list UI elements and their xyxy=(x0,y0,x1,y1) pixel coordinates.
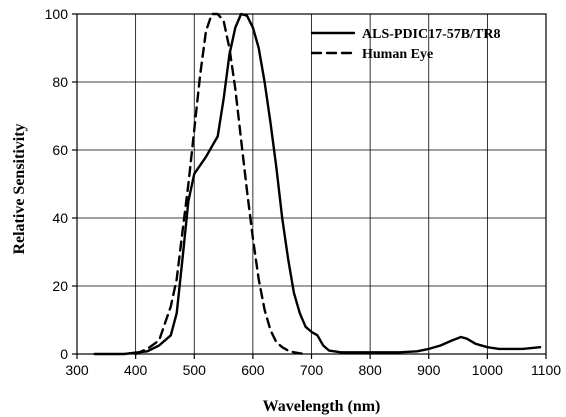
legend-label-human-eye: Human Eye xyxy=(362,47,433,62)
x-tick-label: 600 xyxy=(241,362,265,378)
x-tick-label: 400 xyxy=(124,362,148,378)
x-tick-label: 700 xyxy=(300,362,324,378)
x-tick-label: 1100 xyxy=(531,362,561,378)
y-tick-label: 60 xyxy=(52,142,68,158)
y-tick-label: 40 xyxy=(52,210,68,226)
legend: ALS-PDIC17-57B/TR8 Human Eye xyxy=(310,27,500,62)
y-tick-label: 100 xyxy=(45,6,69,22)
series-lines xyxy=(93,12,542,356)
x-tick-label: 500 xyxy=(183,362,207,378)
grid xyxy=(77,14,546,354)
x-axis-ticks: 300 400 500 600 700 800 900 1000 1100 xyxy=(65,354,561,378)
series-line-human-eye xyxy=(134,12,307,356)
x-axis-title: Wavelength (nm) xyxy=(263,398,381,415)
legend-label-detector: ALS-PDIC17-57B/TR8 xyxy=(362,27,500,42)
y-tick-label: 20 xyxy=(52,278,68,294)
y-axis-ticks: 0 20 40 60 80 100 xyxy=(45,6,77,362)
x-tick-label: 900 xyxy=(417,362,441,378)
x-tick-label: 800 xyxy=(358,362,382,378)
x-tick-label: 300 xyxy=(65,362,89,378)
y-tick-label: 0 xyxy=(60,346,68,362)
series-line-detector xyxy=(93,12,542,356)
x-tick-label: 1000 xyxy=(472,362,503,378)
y-tick-label: 80 xyxy=(52,74,68,90)
y-axis-title: Relative Sensitivity xyxy=(11,123,28,254)
